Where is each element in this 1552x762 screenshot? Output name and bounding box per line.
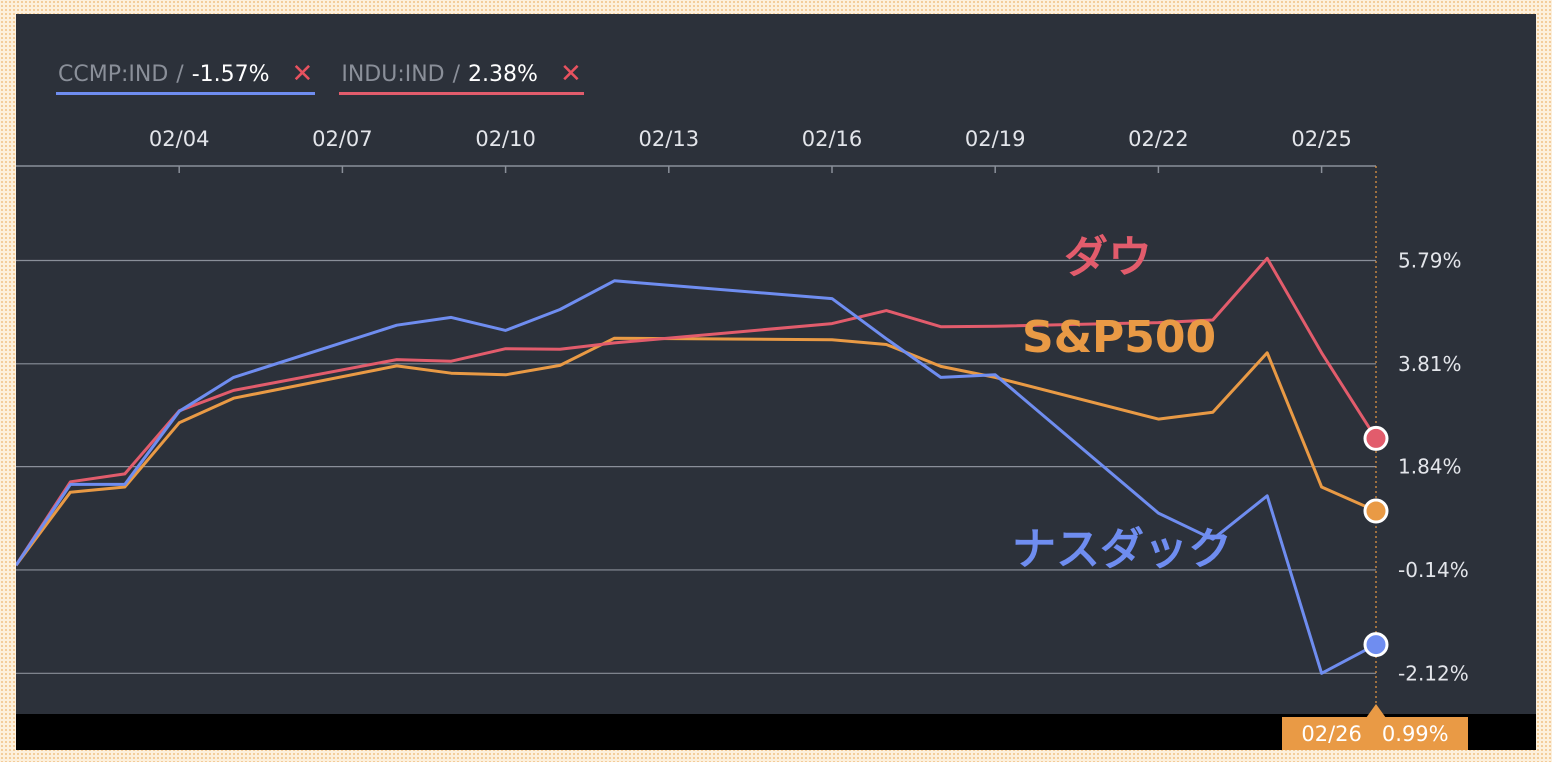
- x-tick-label: 02/07: [312, 127, 373, 151]
- end-marker-dow: [1363, 425, 1389, 451]
- legend-value: -1.57%: [191, 61, 270, 87]
- annotation-dow: ダウ: [1064, 232, 1152, 283]
- legend-symbol: INDU:IND: [341, 61, 445, 87]
- x-tick-label: 02/19: [965, 127, 1026, 151]
- legend-symbol: CCMP:IND: [58, 61, 169, 87]
- legend: CCMP:IND / -1.57% ✕ INDU:IND / 2.38% ✕: [56, 56, 584, 98]
- y-tick-label: -0.14%: [1398, 558, 1469, 582]
- end-markers: [1363, 425, 1389, 658]
- y-axis: 5.79% 3.81% 1.84% -0.14% -2.12%: [1398, 248, 1469, 685]
- close-icon[interactable]: ✕: [291, 59, 314, 89]
- series-line-sp500: [16, 336, 1377, 567]
- series-line-nasdaq: [16, 279, 1377, 675]
- x-tick-label: 02/16: [802, 127, 863, 151]
- cursor-label: 02/26 0.99%: [1282, 717, 1468, 750]
- x-axis: 02/04 02/07 02/10 02/13 02/16 02/19 02/22 02/25: [16, 127, 1376, 173]
- x-tick-label: 02/22: [1128, 127, 1189, 151]
- legend-item-indu[interactable]: INDU:IND / 2.38% ✕: [339, 56, 584, 95]
- x-tick-label: 02/04: [149, 127, 210, 151]
- chart-panel: CCMP:IND / -1.57% ✕ INDU:IND / 2.38% ✕ 0…: [16, 14, 1536, 750]
- legend-separator: /: [176, 61, 184, 87]
- cursor-arrow: [1366, 704, 1386, 718]
- y-tick-label: -2.12%: [1398, 661, 1469, 685]
- x-tick-label: 02/25: [1291, 127, 1352, 151]
- gridlines: [16, 259, 1376, 674]
- end-marker-sp500: [1363, 498, 1389, 524]
- line-chart[interactable]: 02/04 02/07 02/10 02/13 02/16 02/19 02/22 02/25…: [16, 14, 1536, 750]
- y-tick-label: 5.79%: [1398, 248, 1462, 272]
- y-tick-label: 3.81%: [1398, 352, 1462, 376]
- x-tick-label: 02/13: [639, 127, 700, 151]
- annotation-sp500: S&P500: [1022, 312, 1216, 363]
- close-icon[interactable]: ✕: [559, 59, 582, 89]
- x-tick-label: 02/10: [475, 127, 536, 151]
- end-marker-nasdaq: [1363, 632, 1389, 658]
- legend-separator: /: [452, 61, 461, 87]
- series-lines: [16, 256, 1378, 675]
- legend-item-ccmp[interactable]: CCMP:IND / -1.57% ✕: [56, 56, 316, 95]
- annotation-nasdaq: ナスダック: [1012, 524, 1232, 575]
- cursor-value: 0.99%: [1381, 722, 1449, 746]
- y-tick-label: 1.84%: [1398, 455, 1462, 479]
- cursor-date: 02/26: [1301, 722, 1362, 746]
- legend-value: 2.38%: [468, 61, 538, 87]
